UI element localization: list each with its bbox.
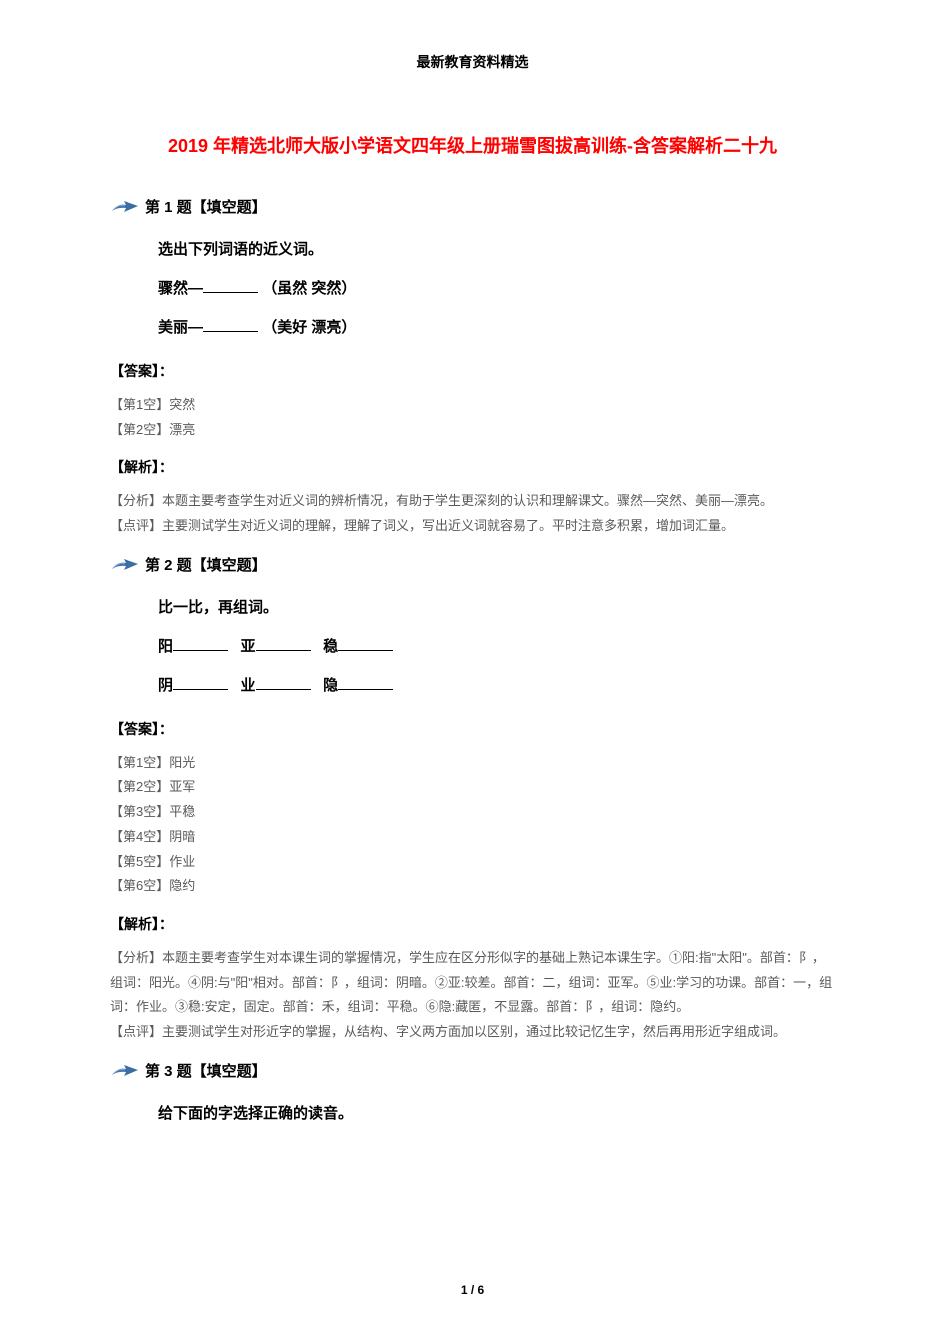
answer-line: 【第2空】亚军 (110, 775, 835, 800)
line-suffix: （美好 漂亮） (262, 319, 356, 336)
arrow-icon (110, 199, 140, 214)
page-header: 最新教育资料精选 (0, 0, 945, 72)
question-prompt: 选出下列词语的近义词。 (158, 232, 835, 268)
answer-line: 【第3空】平稳 (110, 800, 835, 825)
word-row: 阴 业 隐 (158, 668, 835, 704)
answer-line: 【第5空】作业 (110, 850, 835, 875)
question-title: 第 1 题【填空题】 (145, 196, 267, 217)
analysis-line: 【分析】本题主要考查学生对本课生词的掌握情况，学生应在区分形似字的基础上熟记本课… (110, 946, 835, 1020)
answer-block: 【第1空】阳光 【第2空】亚军 【第3空】平稳 【第4空】阴暗 【第5空】作业 … (110, 751, 835, 899)
line-prefix: 美丽— (158, 319, 203, 336)
blank-field[interactable] (173, 636, 228, 651)
question-1-body: 选出下列词语的近义词。 骤然— （虽然 突然） 美丽— （美好 漂亮） (158, 232, 835, 346)
blank-field[interactable] (338, 636, 393, 651)
question-2-body: 比一比，再组词。 阳 亚 稳 阴 业 隐 (158, 590, 835, 704)
fill-line: 美丽— （美好 漂亮） (158, 310, 835, 346)
analysis-label: 【解析】： (110, 457, 835, 477)
answer-block: 【第1空】突然 【第2空】漂亮 (110, 393, 835, 442)
question-3-header: 第 3 题【填空题】 (110, 1060, 835, 1081)
analysis-line: 【分析】本题主要考查学生对近义词的辨析情况，有助于学生更深刻的认识和理解课文。骤… (110, 489, 835, 514)
line-suffix: （虽然 突然） (262, 280, 356, 297)
blank-field[interactable] (203, 278, 258, 293)
analysis-line: 【点评】主要测试学生对形近字的掌握，从结构、字义两方面加以区别，通过比较记忆生字… (110, 1020, 835, 1045)
answer-line: 【第4空】阴暗 (110, 825, 835, 850)
main-title: 2019 年精选北师大版小学语文四年级上册瑞雪图拔高训练-含答案解析二十九 (110, 132, 835, 158)
blank-field[interactable] (203, 317, 258, 332)
word-char: 阳 (158, 638, 173, 655)
answer-label: 【答案】： (110, 361, 835, 381)
question-title: 第 2 题【填空题】 (145, 554, 267, 575)
question-3-body: 给下面的字选择正确的读音。 (158, 1096, 835, 1132)
blank-field[interactable] (256, 636, 311, 651)
blank-field[interactable] (338, 675, 393, 690)
question-2-header: 第 2 题【填空题】 (110, 554, 835, 575)
page-footer: 1 / 6 (0, 1283, 945, 1297)
word-char: 业 (241, 677, 256, 694)
blank-field[interactable] (256, 675, 311, 690)
word-char: 稳 (323, 638, 338, 655)
fill-line: 骤然— （虽然 突然） (158, 271, 835, 307)
answer-line: 【第1空】突然 (110, 393, 835, 418)
arrow-icon (110, 557, 140, 572)
arrow-icon (110, 1063, 140, 1078)
word-char: 亚 (241, 638, 256, 655)
analysis-block: 【分析】本题主要考查学生对近义词的辨析情况，有助于学生更深刻的认识和理解课文。骤… (110, 489, 835, 538)
question-title: 第 3 题【填空题】 (145, 1060, 267, 1081)
word-char: 隐 (323, 677, 338, 694)
question-prompt: 给下面的字选择正确的读音。 (158, 1096, 835, 1132)
answer-line: 【第2空】漂亮 (110, 418, 835, 443)
line-prefix: 骤然— (158, 280, 203, 297)
answer-line: 【第1空】阳光 (110, 751, 835, 776)
analysis-block: 【分析】本题主要考查学生对本课生词的掌握情况，学生应在区分形似字的基础上熟记本课… (110, 946, 835, 1045)
analysis-line: 【点评】主要测试学生对近义词的理解，理解了词义，写出近义词就容易了。平时注意多积… (110, 514, 835, 539)
analysis-label: 【解析】： (110, 914, 835, 934)
question-prompt: 比一比，再组词。 (158, 590, 835, 626)
word-char: 阴 (158, 677, 173, 694)
answer-label: 【答案】： (110, 719, 835, 739)
question-1-header: 第 1 题【填空题】 (110, 196, 835, 217)
word-row: 阳 亚 稳 (158, 629, 835, 665)
content-area: 2019 年精选北师大版小学语文四年级上册瑞雪图拔高训练-含答案解析二十九 第 … (0, 132, 945, 1132)
blank-field[interactable] (173, 675, 228, 690)
answer-line: 【第6空】隐约 (110, 874, 835, 899)
